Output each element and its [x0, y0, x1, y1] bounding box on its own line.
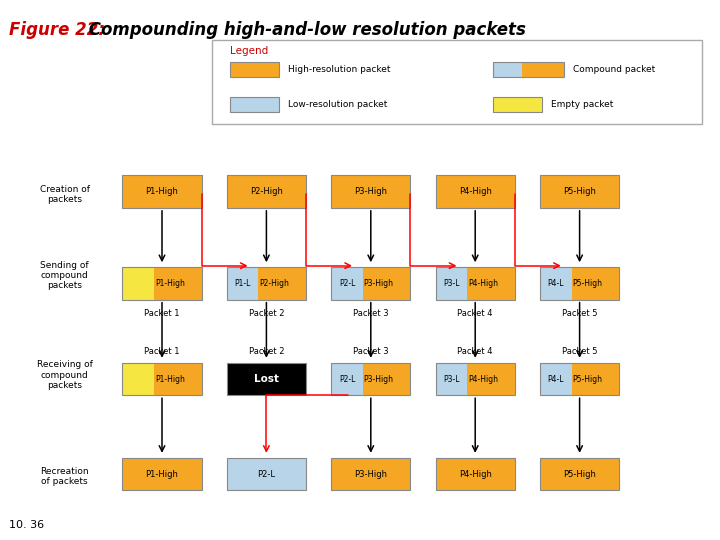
Bar — [331, 363, 410, 395]
Text: Packet 2: Packet 2 — [248, 347, 284, 355]
Bar — [227, 176, 306, 208]
Text: High-resolution packet: High-resolution packet — [288, 65, 390, 73]
Text: P5-High: P5-High — [563, 470, 596, 478]
Bar — [258, 267, 306, 300]
Bar — [122, 363, 154, 395]
Text: Packet 3: Packet 3 — [353, 347, 389, 355]
Bar — [122, 363, 202, 395]
Text: Lost: Lost — [254, 374, 279, 384]
Bar — [436, 363, 467, 395]
Bar — [122, 458, 202, 490]
Text: P1-High: P1-High — [155, 279, 185, 288]
Bar — [572, 267, 619, 300]
Text: P2-L: P2-L — [339, 375, 355, 383]
Bar — [436, 176, 515, 208]
Text: Creation of
packets: Creation of packets — [40, 185, 90, 204]
Bar — [331, 458, 410, 490]
Bar — [331, 363, 363, 395]
Bar — [154, 363, 202, 395]
Bar — [540, 267, 572, 300]
Text: Packet 1: Packet 1 — [144, 347, 180, 355]
Text: P4-L: P4-L — [548, 375, 564, 383]
Bar — [363, 267, 410, 300]
Bar — [540, 363, 619, 395]
Bar — [122, 267, 202, 300]
Text: P4-High: P4-High — [459, 470, 492, 478]
Text: P1-High: P1-High — [155, 375, 185, 383]
Bar — [230, 62, 279, 77]
Bar — [493, 62, 564, 77]
Text: Packet 3: Packet 3 — [353, 309, 389, 318]
Bar — [436, 458, 515, 490]
Text: Receiving of
compound
packets: Receiving of compound packets — [37, 360, 93, 390]
Text: P3-High: P3-High — [364, 375, 394, 383]
Text: Packet 1: Packet 1 — [144, 309, 180, 318]
Text: P3-L: P3-L — [444, 375, 459, 383]
Text: P4-L: P4-L — [548, 279, 564, 288]
Bar — [212, 40, 702, 124]
Bar — [331, 267, 410, 300]
Bar — [363, 363, 410, 395]
Text: P3-High: P3-High — [354, 187, 387, 196]
Bar — [436, 363, 515, 395]
Text: Packet 5: Packet 5 — [562, 347, 598, 355]
Bar — [521, 62, 564, 77]
Bar — [230, 97, 279, 112]
Text: P5-High: P5-High — [572, 279, 603, 288]
Text: Compounding high-and-low resolution packets: Compounding high-and-low resolution pack… — [83, 21, 526, 38]
Text: P2-L: P2-L — [339, 279, 355, 288]
Bar — [540, 458, 619, 490]
Bar — [154, 267, 202, 300]
Text: P2-High: P2-High — [250, 187, 283, 196]
Bar — [122, 176, 202, 208]
Bar — [436, 267, 467, 300]
Text: P2-High: P2-High — [259, 279, 289, 288]
Text: P5-High: P5-High — [572, 375, 603, 383]
Bar — [227, 267, 258, 300]
Bar — [540, 267, 619, 300]
Text: P1-High: P1-High — [145, 187, 179, 196]
Text: P3-High: P3-High — [364, 279, 394, 288]
Text: Legend: Legend — [230, 46, 269, 56]
Text: P1-High: P1-High — [145, 470, 179, 478]
Bar — [122, 267, 154, 300]
Bar — [493, 97, 542, 112]
Text: Packet 4: Packet 4 — [457, 309, 493, 318]
Bar — [467, 363, 515, 395]
Bar — [331, 267, 363, 300]
Bar — [467, 267, 515, 300]
Bar — [227, 363, 306, 395]
Bar — [227, 267, 306, 300]
Bar — [436, 267, 515, 300]
Text: P1-L: P1-L — [235, 279, 251, 288]
Text: P2-L: P2-L — [258, 470, 275, 478]
Text: Packet 2: Packet 2 — [248, 309, 284, 318]
Bar — [540, 176, 619, 208]
Text: Empty packet: Empty packet — [551, 100, 613, 109]
Text: P4-High: P4-High — [459, 187, 492, 196]
Text: P3-High: P3-High — [354, 470, 387, 478]
Bar — [331, 176, 410, 208]
Text: P4-High: P4-High — [468, 375, 498, 383]
Bar — [572, 363, 619, 395]
Text: 10. 36: 10. 36 — [9, 520, 45, 530]
Text: P3-L: P3-L — [444, 279, 459, 288]
Text: P5-High: P5-High — [563, 187, 596, 196]
Text: P4-High: P4-High — [468, 279, 498, 288]
Text: Recreation
of packets: Recreation of packets — [40, 467, 89, 486]
Text: Packet 5: Packet 5 — [562, 309, 598, 318]
Text: Figure 22:: Figure 22: — [9, 21, 105, 38]
Text: Packet 4: Packet 4 — [457, 347, 493, 355]
Text: Sending of
compound
packets: Sending of compound packets — [40, 260, 89, 291]
Text: Low-resolution packet: Low-resolution packet — [288, 100, 387, 109]
Bar — [493, 62, 521, 77]
Text: Compound packet: Compound packet — [573, 65, 655, 73]
Bar — [540, 363, 572, 395]
Bar — [227, 458, 306, 490]
